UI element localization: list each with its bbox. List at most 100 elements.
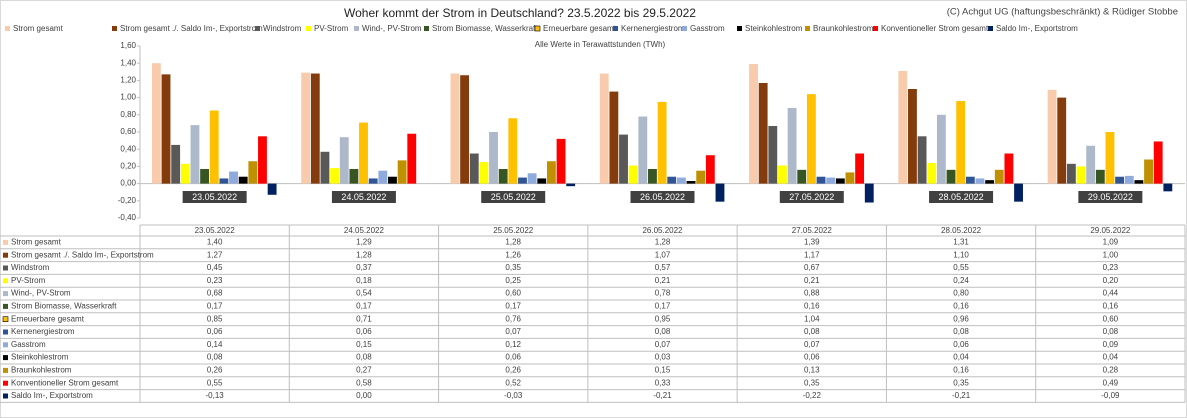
x-tick-label: 28.05.2022 [939, 192, 984, 202]
table-cell: 0,07 [655, 340, 671, 349]
table-cell: 0,08 [356, 353, 372, 362]
table-cell: 0,08 [1103, 327, 1119, 336]
table-header: 27.05.2022 [792, 226, 833, 235]
bar [267, 183, 277, 195]
table-cell: 1,17 [804, 250, 820, 259]
legend-swatch [534, 25, 541, 32]
category-label-bg [929, 191, 994, 203]
bar [917, 136, 927, 184]
y-tick-label: 0,00 [120, 179, 136, 188]
table-cell: 0,18 [356, 276, 372, 285]
legend-label: Windstrom [263, 24, 302, 33]
bar [1004, 153, 1014, 184]
legend-label: Strom gesamt ./. Saldo Im-, Exportstrom [120, 24, 263, 33]
legend-label: Wind-, PV-Strom [362, 24, 422, 33]
table-cell: 0,06 [804, 353, 820, 362]
table-row-label: Erneuerbare gesamt [11, 314, 85, 323]
legend-swatch [354, 26, 359, 31]
table-row-label: Gasstrom [11, 340, 46, 349]
legend-label: Steinkohlestrom [745, 24, 803, 33]
y-tick-label: 0,60 [120, 127, 136, 136]
legend-label: Braunkohlestrom [813, 24, 874, 33]
table-row-label: Windstrom [11, 263, 50, 272]
bar [1115, 176, 1125, 184]
table-cell: 1,39 [804, 238, 820, 247]
table-cell: 0,17 [356, 302, 372, 311]
table-header: 25.05.2022 [493, 226, 534, 235]
table-cell: 0,12 [505, 340, 521, 349]
bar [190, 125, 200, 184]
table-cell: 1,28 [356, 250, 372, 259]
bar [609, 91, 619, 184]
bar [778, 165, 787, 184]
bar [855, 153, 865, 184]
bar [965, 176, 975, 184]
table-header: 23.05.2022 [195, 226, 236, 235]
table-cell: 0,49 [1103, 378, 1119, 387]
table-cell: 0,14 [207, 340, 223, 349]
bar [349, 168, 359, 184]
bar [768, 125, 778, 184]
bar [956, 101, 966, 184]
table-cell: 0,71 [356, 314, 372, 323]
table-cell: 1,04 [804, 314, 820, 323]
legend-label: Strom gesamt [13, 24, 64, 33]
legend-swatch [988, 26, 993, 31]
bar [258, 136, 267, 184]
bar [1047, 89, 1057, 184]
bar [450, 73, 460, 184]
legend-label: PV-Strom [314, 24, 349, 33]
bar [667, 176, 677, 184]
x-tick-label: 29.05.2022 [1088, 192, 1133, 202]
table-cell: 1,09 [1103, 238, 1119, 247]
bar [908, 89, 917, 184]
table-cell: 0,68 [207, 289, 223, 298]
table-cell: 0,45 [207, 263, 223, 272]
table-cell: 0,23 [1103, 263, 1119, 272]
table-cell: 0,16 [1103, 302, 1119, 311]
table-cell: 0,26 [505, 366, 521, 375]
bar [498, 168, 508, 184]
bar [975, 178, 985, 184]
table-cell: 0,16 [953, 302, 969, 311]
bar [479, 162, 489, 184]
table-cell: 0,27 [356, 366, 372, 375]
table-swatch [3, 278, 8, 284]
legend-swatch [873, 26, 878, 31]
bar [1014, 183, 1023, 202]
y-tick-label: 1,00 [120, 93, 136, 102]
category-label-bg [1078, 191, 1143, 203]
category-label-bg [481, 191, 546, 203]
x-tick-label: 26.05.2022 [640, 192, 685, 202]
legend-label: Konventioneller Strom gesamt [881, 24, 989, 33]
table-cell: 1,31 [953, 238, 969, 247]
table-cell: -0,21 [952, 391, 971, 400]
bar [368, 178, 378, 184]
legend-label: Strom Biomasse, Wasserkraft [432, 24, 538, 33]
table-cell: 0,95 [655, 314, 671, 323]
table-cell: 0,15 [655, 366, 671, 375]
table-cell: -0,13 [206, 391, 225, 400]
table-cell: 0,07 [505, 327, 521, 336]
bar [1124, 175, 1134, 184]
bar [301, 72, 311, 184]
table-cell: 0,06 [356, 327, 372, 336]
bar [1066, 163, 1076, 184]
table-swatch [3, 252, 8, 258]
category-label-bg [331, 191, 396, 203]
bar [705, 155, 715, 184]
bar [460, 75, 470, 184]
table-swatch [3, 303, 8, 309]
y-tick-label: -0,20 [118, 196, 137, 205]
table-cell: 1,07 [655, 250, 671, 259]
table-swatch [3, 291, 8, 297]
table-cell: 0,26 [207, 366, 223, 375]
bar [219, 178, 229, 184]
bar [599, 73, 609, 184]
table-header: 28.05.2022 [941, 226, 982, 235]
bar [339, 137, 349, 184]
bar [537, 178, 547, 184]
bar [619, 134, 628, 184]
y-tick-label: -0,40 [118, 213, 137, 222]
